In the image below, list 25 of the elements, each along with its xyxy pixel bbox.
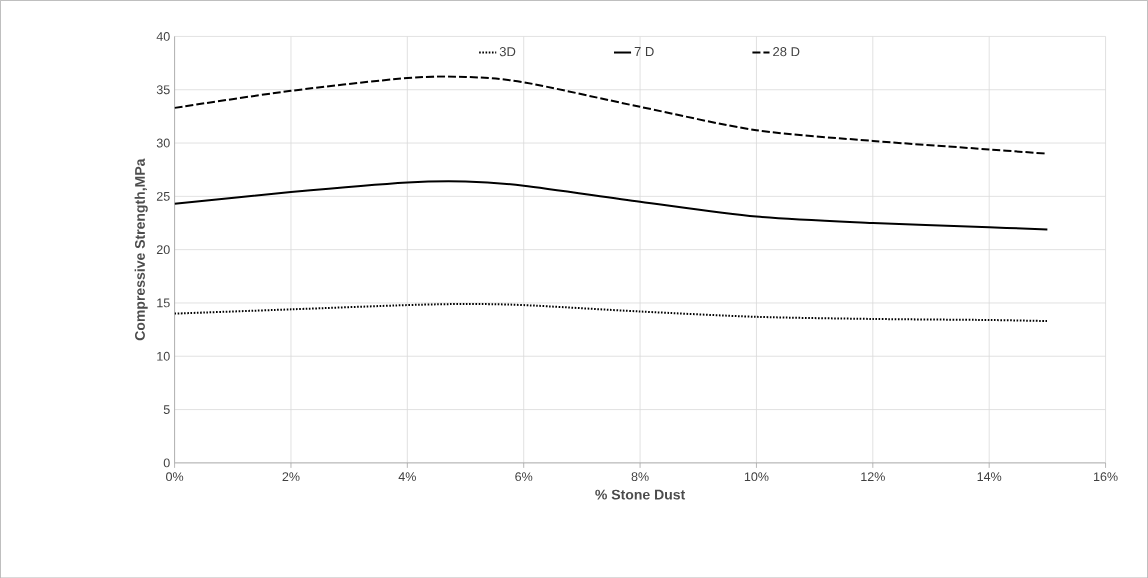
y-tick-label: 30: [156, 138, 170, 148]
y-tick-label: 25: [156, 191, 170, 201]
x-tick-label: 0%: [166, 472, 184, 481]
y-tick-label: 0: [163, 458, 170, 468]
legend-label: 3D: [499, 46, 516, 57]
x-tick-label: 14%: [977, 472, 1002, 481]
y-tick-label: 10: [157, 351, 170, 361]
x-axis-title: % Stone Dust: [595, 489, 686, 500]
x-tick-label: 8%: [631, 472, 649, 481]
y-tick-label: 15: [157, 298, 170, 308]
y-tick-label: 5: [163, 405, 170, 414]
line-series: [174, 180, 1049, 231]
line-series: [174, 302, 1049, 322]
y-tick-label: 20: [156, 245, 170, 254]
x-tick-label: 16%: [1093, 472, 1118, 481]
legend-label: 28 D: [773, 46, 800, 57]
x-tick-label: 10%: [744, 472, 769, 481]
x-tick-label: 6%: [515, 472, 533, 481]
x-tick-label: 2%: [282, 472, 300, 481]
y-tick-label: 35: [156, 85, 170, 94]
y-axis-title: Compressive Strength,MPa: [134, 158, 148, 340]
y-tick-label: 40: [156, 31, 170, 41]
x-tick-label: 4%: [398, 472, 416, 481]
legend-label: 7 D: [634, 46, 654, 56]
x-tick-label: 12%: [861, 472, 885, 481]
